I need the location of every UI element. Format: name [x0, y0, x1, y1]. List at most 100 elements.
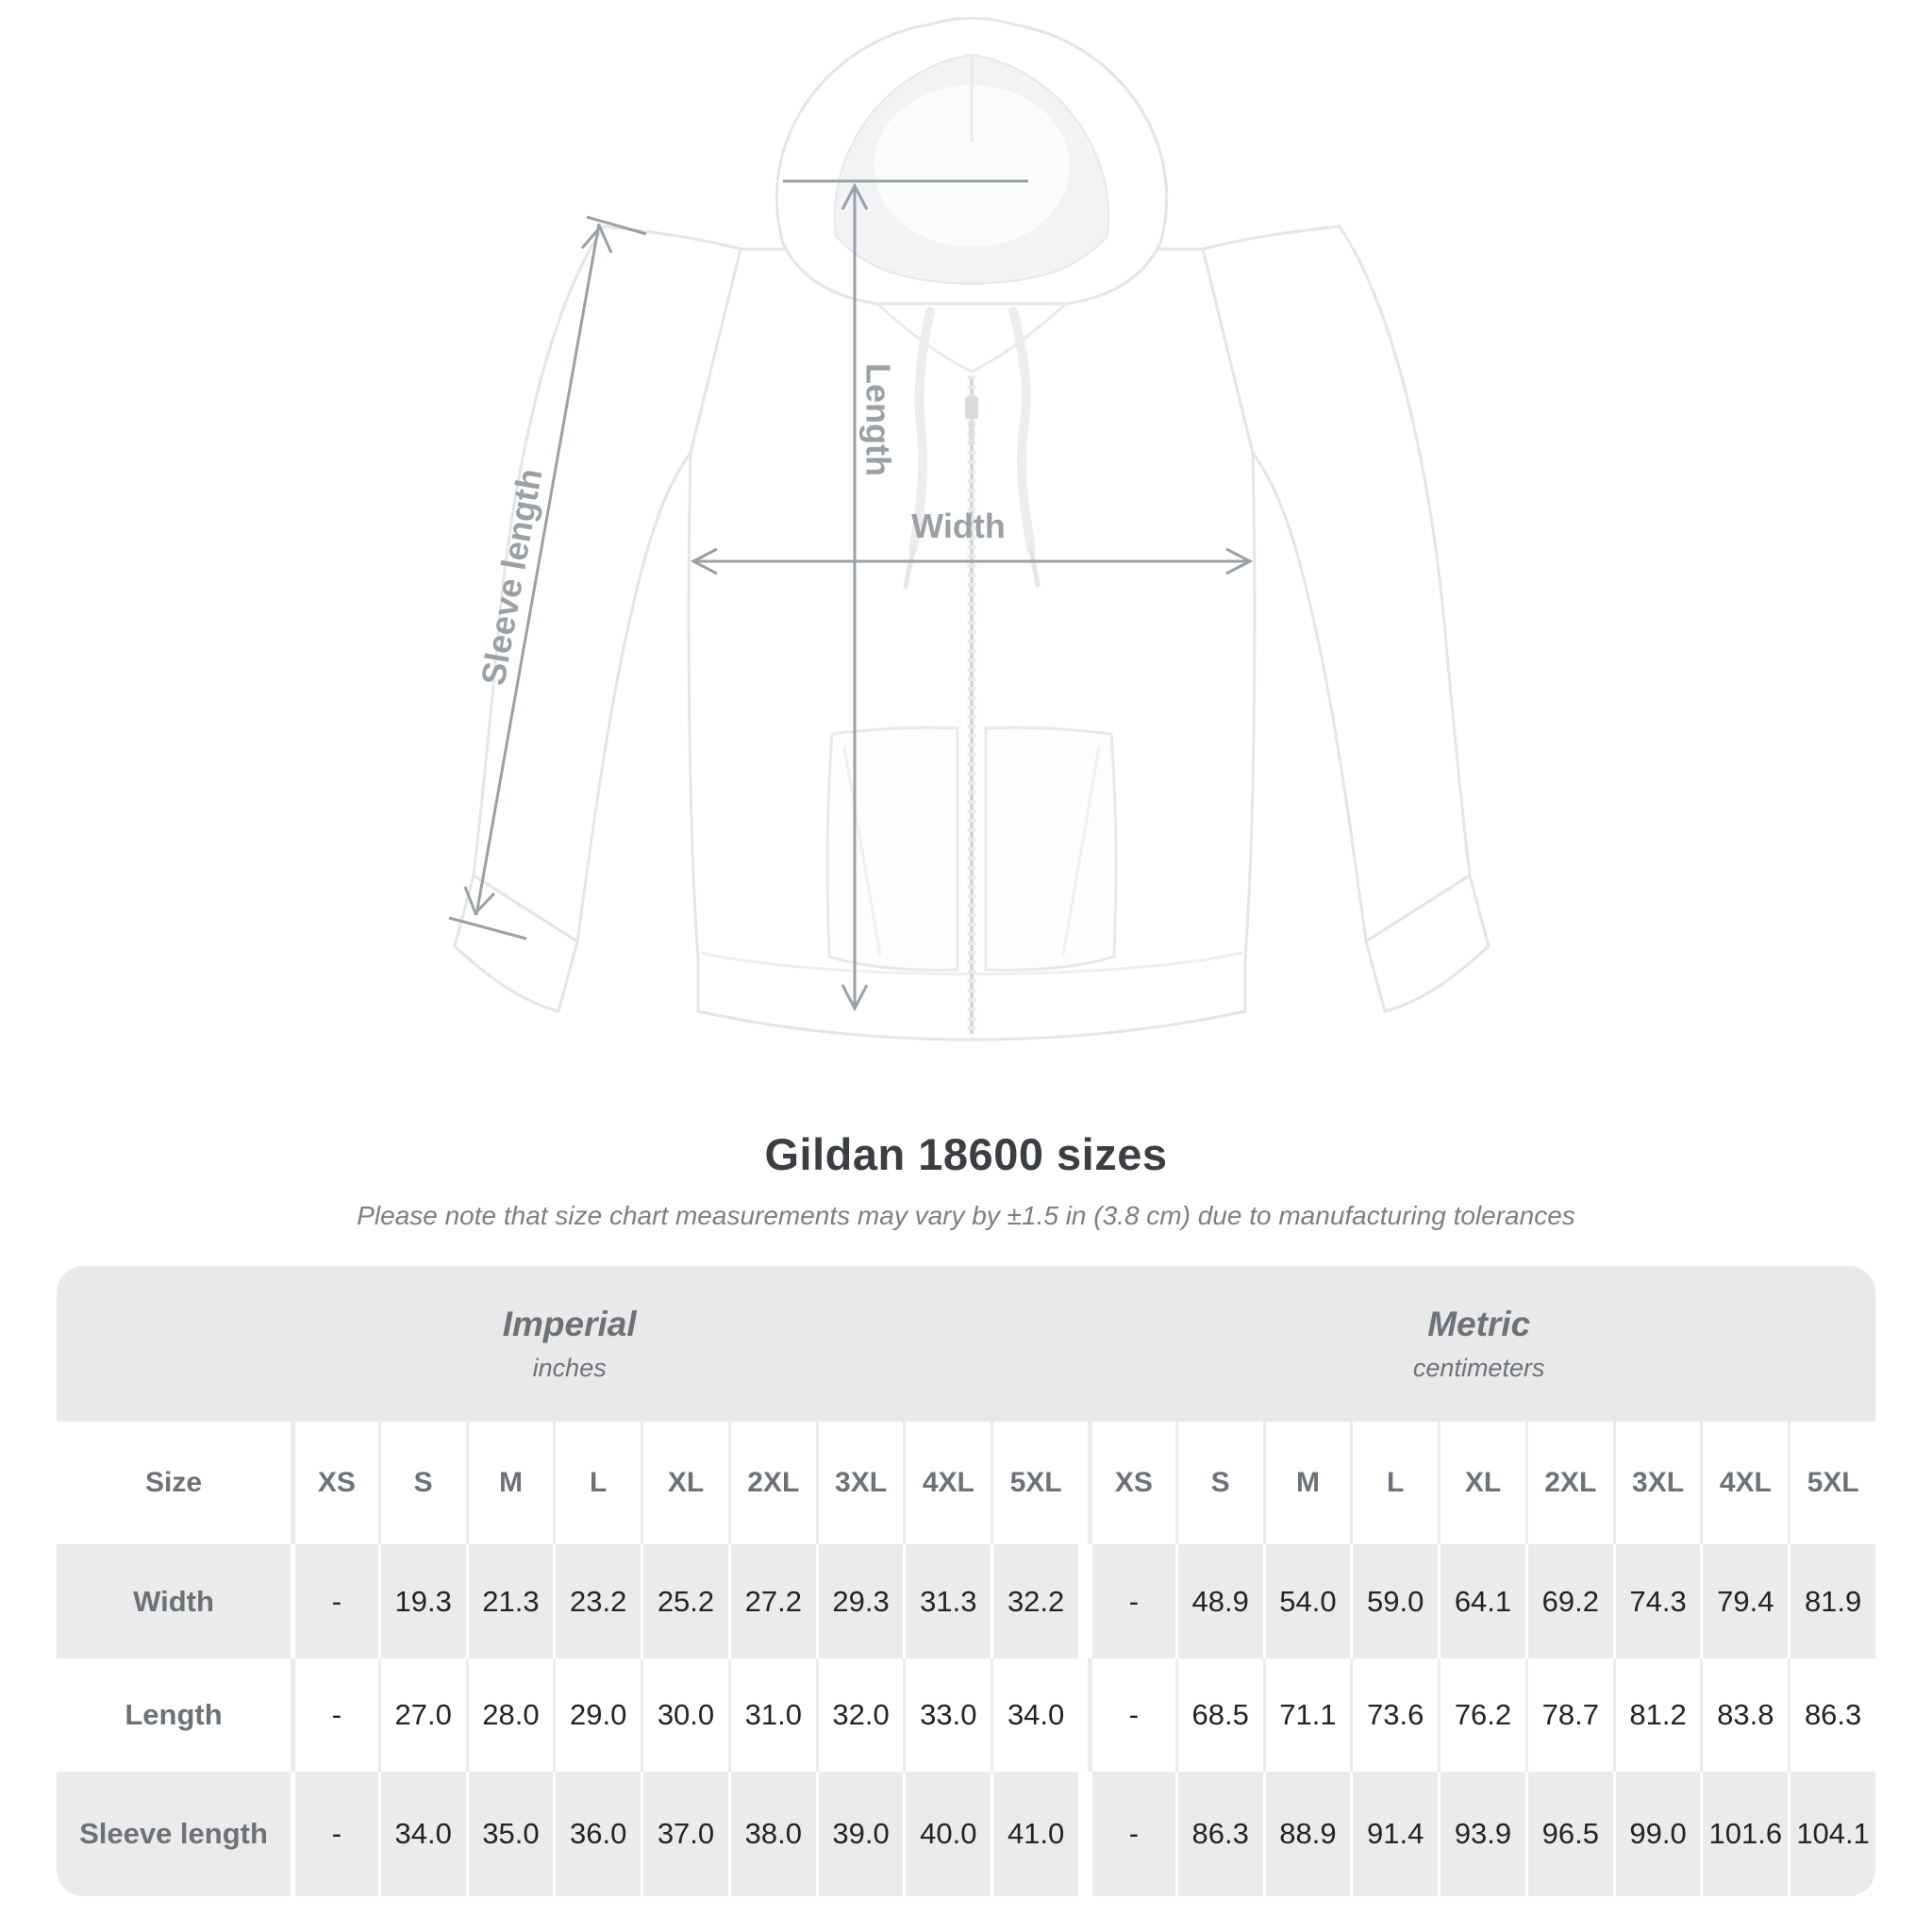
length-imperial-xs: - — [291, 1658, 378, 1772]
length-arrow — [783, 179, 1028, 1012]
sleeve-metric-5xl: 104.1 — [1788, 1772, 1875, 1896]
sleeve-imperial-5xl: 41.0 — [991, 1772, 1078, 1896]
table-row-sleeve-length: Sleeve length - 34.0 35.0 36.0 37.0 38.0… — [57, 1772, 1875, 1896]
right-drawstring — [1008, 307, 1036, 554]
right-cuff — [1364, 873, 1491, 1013]
width-imperial-m: 21.3 — [465, 1544, 554, 1658]
length-metric-2xl: 78.7 — [1524, 1658, 1613, 1772]
sleeve-metric-3xl: 99.0 — [1612, 1772, 1701, 1896]
length-metric-5xl: 86.3 — [1788, 1658, 1875, 1772]
metric-name: Metric — [1427, 1305, 1531, 1343]
length-imperial-s: 27.0 — [377, 1658, 466, 1772]
sleeve-metric-xl: 93.9 — [1438, 1772, 1525, 1896]
metric-size-s: S — [1174, 1422, 1263, 1544]
sleeve-length-arrow — [448, 215, 647, 941]
size-table: Imperial inches Metric centimeters Size … — [57, 1266, 1875, 1896]
metric-size-4xl: 4XL — [1700, 1422, 1789, 1544]
length-metric-xl: 76.2 — [1438, 1658, 1525, 1772]
width-metric-3xl: 74.3 — [1612, 1544, 1701, 1658]
hoodie-diagram-svg: Length Width Sleeve length — [448, 16, 1491, 1041]
width-imperial-4xl: 31.3 — [903, 1544, 991, 1658]
length-metric-xs: - — [1088, 1658, 1175, 1772]
metric-size-xs: XS — [1088, 1422, 1175, 1544]
column-gap — [1078, 1422, 1088, 1544]
left-sleeve — [472, 225, 742, 944]
width-imperial-2xl: 27.2 — [727, 1544, 816, 1658]
column-gap — [1078, 1658, 1088, 1772]
metric-size-m: M — [1262, 1422, 1351, 1544]
sleeve-imperial-3xl: 39.0 — [815, 1772, 904, 1896]
table-row-width: Width - 19.3 21.3 23.2 25.2 27.2 29.3 31… — [57, 1544, 1875, 1658]
metric-size-xl: XL — [1438, 1422, 1525, 1544]
length-imperial-l: 29.0 — [553, 1658, 641, 1772]
sleeve-imperial-xl: 37.0 — [641, 1772, 728, 1896]
length-metric-s: 68.5 — [1174, 1658, 1263, 1772]
length-imperial-4xl: 33.0 — [903, 1658, 991, 1772]
metric-size-5xl: 5XL — [1788, 1422, 1875, 1544]
width-metric-xl: 64.1 — [1438, 1544, 1525, 1658]
size-column-header: Size — [57, 1422, 291, 1544]
sleeve-metric-m: 88.9 — [1262, 1772, 1351, 1896]
hood-back-panel — [874, 85, 1070, 247]
width-imperial-3xl: 29.3 — [815, 1544, 904, 1658]
unit-band: Imperial inches Metric centimeters — [57, 1266, 1875, 1422]
width-metric-2xl: 69.2 — [1524, 1544, 1613, 1658]
left-drawstring — [908, 307, 935, 554]
width-metric-s: 48.9 — [1174, 1544, 1263, 1658]
width-metric-l: 59.0 — [1350, 1544, 1439, 1658]
length-imperial-2xl: 31.0 — [727, 1658, 816, 1772]
length-label: Length — [858, 363, 897, 476]
table-row-length: Length - 27.0 28.0 29.0 30.0 31.0 32.0 3… — [57, 1658, 1875, 1772]
width-label: Width — [911, 507, 1006, 545]
metric-size-3xl: 3XL — [1612, 1422, 1701, 1544]
width-imperial-xs: - — [291, 1544, 378, 1658]
imperial-size-xl: XL — [641, 1422, 728, 1544]
row-label-width: Width — [57, 1544, 291, 1658]
sleeve-metric-l: 91.4 — [1350, 1772, 1439, 1896]
left-pocket — [825, 725, 959, 972]
width-metric-xs: - — [1088, 1544, 1175, 1658]
width-metric-m: 54.0 — [1262, 1544, 1351, 1658]
imperial-size-2xl: 2XL — [727, 1422, 816, 1544]
length-imperial-m: 28.0 — [465, 1658, 554, 1772]
column-gap — [1078, 1772, 1088, 1896]
metric-size-l: L — [1350, 1422, 1439, 1544]
metric-unit: centimeters — [1412, 1354, 1545, 1382]
length-imperial-xl: 30.0 — [641, 1658, 728, 1772]
size-header-row: Size XS S M L XL 2XL 3XL 4XL 5XL XS S M … — [57, 1422, 1875, 1544]
imperial-size-5xl: 5XL — [991, 1422, 1078, 1544]
sleeve-metric-xs: - — [1088, 1772, 1175, 1896]
imperial-size-xs: XS — [291, 1422, 378, 1544]
width-imperial-5xl: 32.2 — [991, 1544, 1078, 1658]
title-block: Gildan 18600 sizes Please note that size… — [0, 1128, 1932, 1231]
sleeve-imperial-2xl: 38.0 — [727, 1772, 816, 1896]
zipper-pull — [969, 419, 974, 445]
width-imperial-l: 23.2 — [553, 1544, 641, 1658]
right-drawstring-tip — [1028, 546, 1041, 588]
row-label-length: Length — [57, 1658, 291, 1772]
imperial-name: Imperial — [502, 1305, 637, 1343]
imperial-size-l: L — [553, 1422, 641, 1544]
metric-band: Metric centimeters — [1082, 1266, 1875, 1422]
imperial-size-3xl: 3XL — [815, 1422, 904, 1544]
width-metric-5xl: 81.9 — [1788, 1544, 1875, 1658]
length-metric-l: 73.6 — [1350, 1658, 1439, 1772]
sleeve-imperial-l: 36.0 — [553, 1772, 641, 1896]
imperial-size-4xl: 4XL — [903, 1422, 991, 1544]
column-gap — [1078, 1544, 1088, 1658]
sleeve-imperial-4xl: 40.0 — [903, 1772, 991, 1896]
sleeve-imperial-m: 35.0 — [465, 1772, 554, 1896]
right-pocket — [984, 725, 1118, 972]
page-title: Gildan 18600 sizes — [764, 1129, 1168, 1179]
right-pocket-seam — [1061, 746, 1101, 956]
width-metric-4xl: 79.4 — [1700, 1544, 1789, 1658]
imperial-size-m: M — [465, 1422, 554, 1544]
length-metric-m: 71.1 — [1262, 1658, 1351, 1772]
hoodie-measurement-diagram: Length Width Sleeve length — [311, 0, 1632, 1113]
length-metric-4xl: 83.8 — [1700, 1658, 1789, 1772]
metric-size-2xl: 2XL — [1524, 1422, 1613, 1544]
right-sleeve — [1201, 225, 1472, 944]
left-drawstring-tip — [903, 546, 916, 590]
sleeve-metric-s: 86.3 — [1174, 1772, 1263, 1896]
length-imperial-3xl: 32.0 — [815, 1658, 904, 1772]
